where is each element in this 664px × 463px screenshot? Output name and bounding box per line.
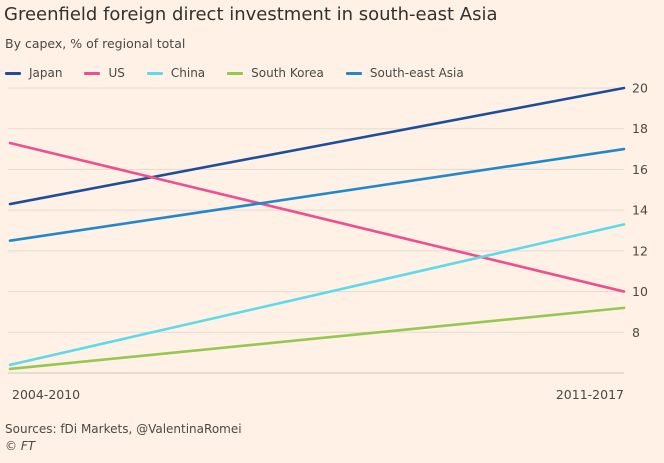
- y-tick-label: 12: [632, 243, 648, 258]
- legend-label: China: [170, 66, 206, 80]
- legend-item: US: [84, 66, 125, 80]
- copyright-note: © FT: [5, 439, 36, 453]
- y-tick-label: 8: [632, 325, 640, 340]
- series-line-us: [8, 141, 626, 293]
- series-line-china: [8, 223, 626, 367]
- y-tick-label: 14: [632, 203, 648, 218]
- legend-label: US: [108, 66, 125, 80]
- series-line-japan: [8, 86, 626, 206]
- series-line-south-east-asia: [8, 147, 626, 242]
- legend-item: China: [146, 66, 206, 80]
- legend-label: South Korea: [251, 66, 324, 80]
- chart-title: Greenfield foreign direct investment in …: [4, 4, 498, 25]
- legend-item: South Korea: [227, 66, 324, 80]
- y-tick-label: 20: [632, 81, 648, 96]
- y-tick-label: 18: [632, 121, 648, 136]
- series-line-south-korea: [8, 306, 626, 371]
- legend-swatch: [84, 71, 101, 75]
- legend-item: Japan: [5, 66, 62, 80]
- legend-swatch: [345, 71, 362, 75]
- chart-legend: Japan US China South Korea South-east Asia: [5, 64, 486, 82]
- y-tick-label: 10: [632, 284, 648, 299]
- legend-swatch: [227, 71, 244, 75]
- legend-label: South-east Asia: [369, 66, 464, 80]
- x-tick-label: 2011-2017: [556, 387, 624, 402]
- chart-subtitle: By capex, % of regional total: [5, 36, 186, 51]
- y-tick-label: 16: [632, 162, 648, 177]
- legend-item: South-east Asia: [345, 66, 464, 80]
- legend-label: Japan: [29, 66, 63, 80]
- legend-swatch: [146, 71, 163, 75]
- x-tick-label: 2004-2010: [12, 387, 80, 402]
- source-note: Sources: fDi Markets, @ValentinaRomei: [5, 422, 242, 436]
- legend-swatch: [5, 71, 21, 75]
